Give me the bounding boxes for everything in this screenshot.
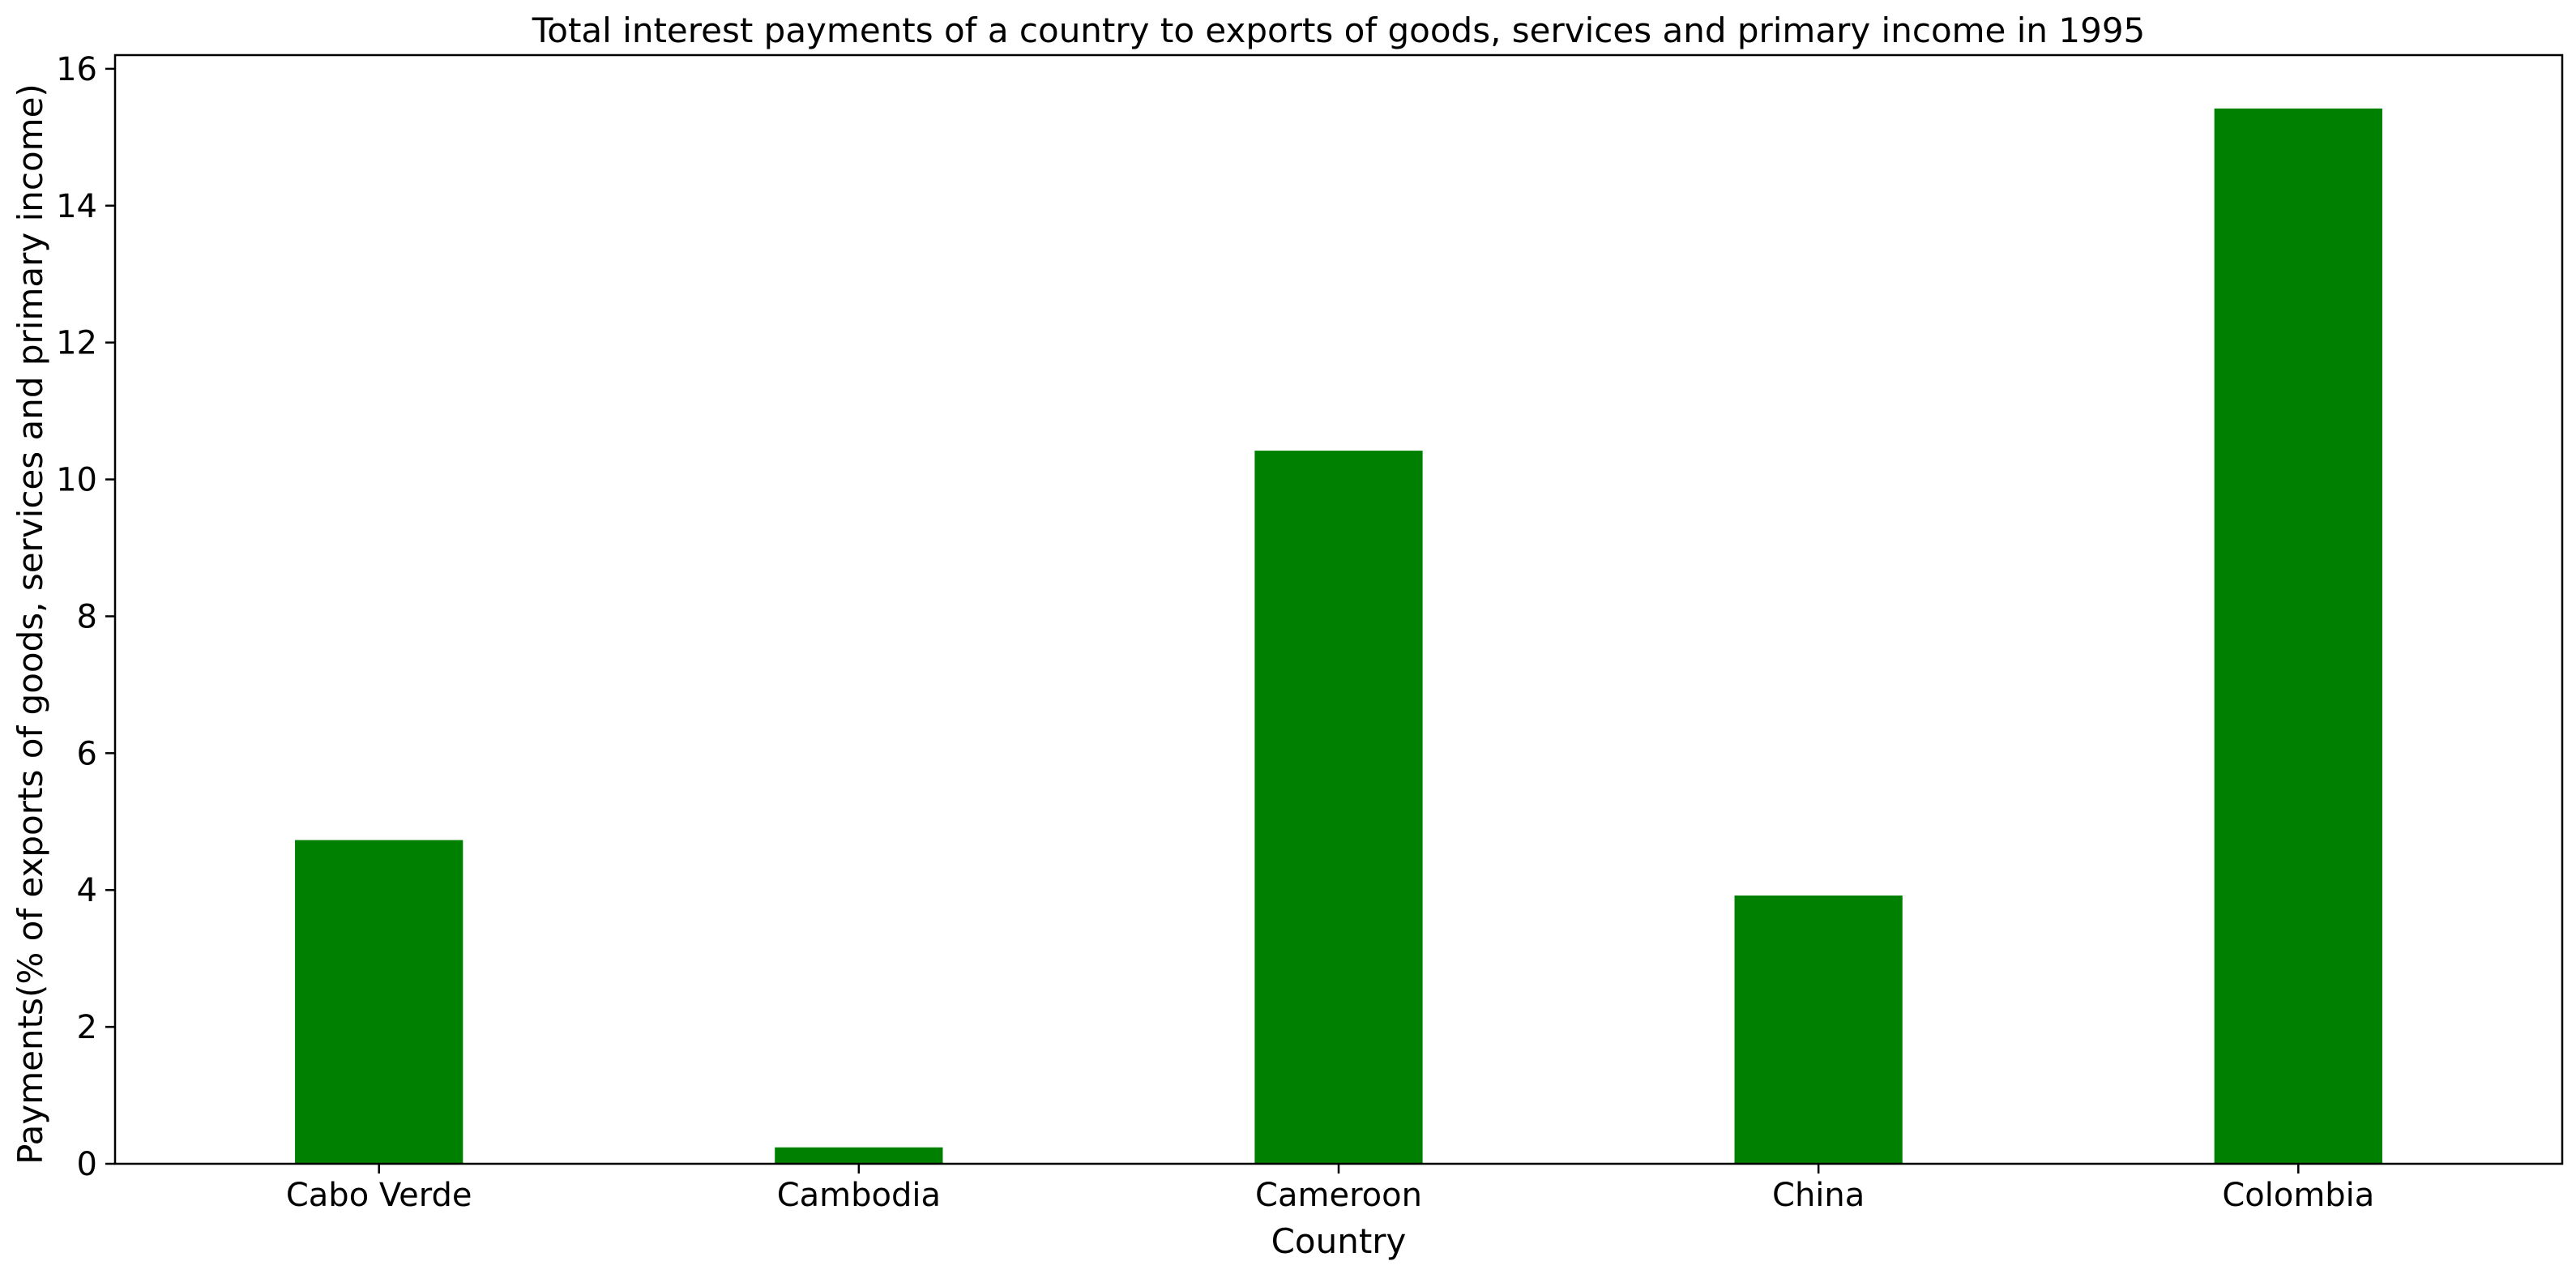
bar-china: [1734, 895, 1903, 1164]
x-tick-label: Cameroon: [1255, 1177, 1422, 1214]
y-tick-label: 12: [56, 325, 97, 362]
y-tick-label: 16: [56, 51, 97, 88]
y-tick-label: 14: [56, 188, 97, 225]
y-tick-label: 2: [77, 1009, 97, 1046]
bar-cambodia: [775, 1147, 943, 1164]
y-axis-title: Payments(% of exports of goods, services…: [11, 83, 50, 1165]
x-tick-label: Colombia: [2222, 1177, 2374, 1214]
y-axis-ticks: 0 2 4 6 8 10 12 14 16: [56, 51, 115, 1183]
y-tick-label: 8: [77, 598, 97, 635]
bar-cameroon: [1254, 451, 1423, 1164]
x-tick-label: Cabo Verde: [286, 1177, 472, 1214]
x-tick-label: Cambodia: [777, 1177, 941, 1214]
bars-group: [295, 108, 2382, 1164]
chart-title: Total interest payments of a country to …: [532, 11, 2146, 50]
bar-cabo-verde: [295, 840, 464, 1164]
x-tick-label: China: [1772, 1177, 1865, 1214]
y-tick-label: 0: [77, 1146, 97, 1183]
bar-colombia: [2214, 108, 2382, 1164]
y-tick-label: 4: [77, 872, 97, 909]
plot-frame: [113, 53, 2564, 1165]
y-tick-label: 10: [56, 462, 97, 499]
y-tick-label: 6: [77, 735, 97, 772]
x-axis-title: Country: [1271, 1221, 1407, 1261]
x-axis-ticks: Cabo Verde Cambodia Cameroon China Colombia: [286, 1164, 2374, 1214]
